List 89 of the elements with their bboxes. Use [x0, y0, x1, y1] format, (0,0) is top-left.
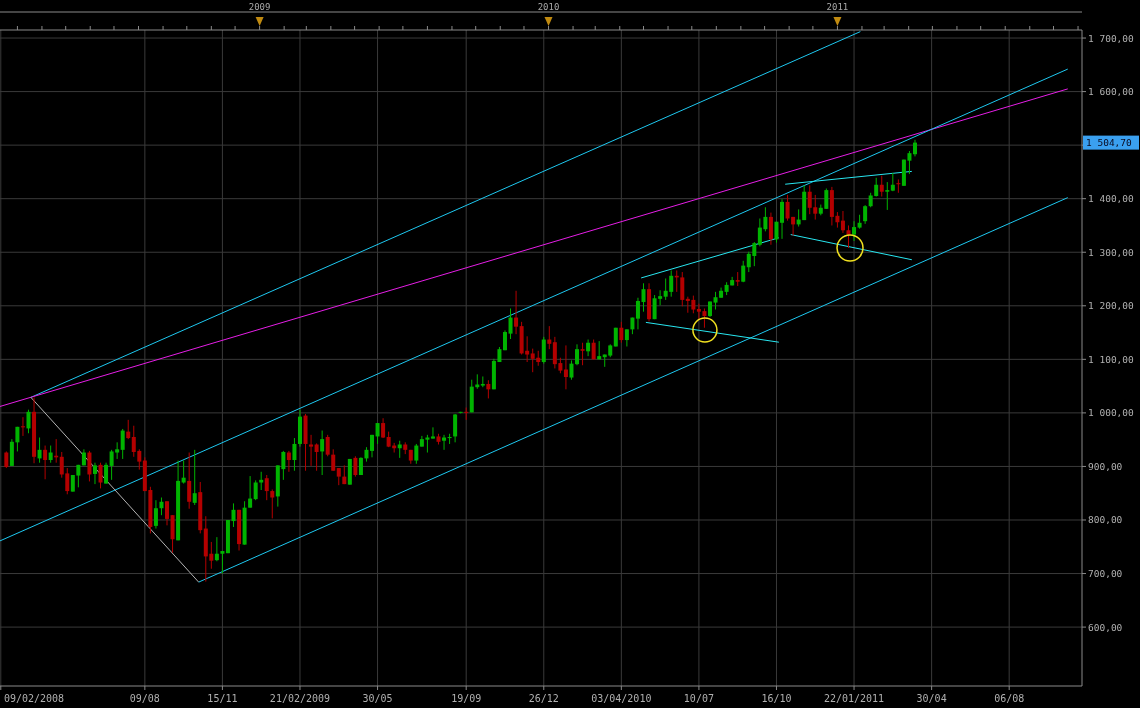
candlestick	[508, 307, 513, 340]
candlestick	[641, 282, 646, 313]
candlestick	[314, 442, 319, 472]
candlestick	[547, 325, 552, 350]
candlestick	[126, 419, 131, 440]
candlestick	[331, 448, 336, 472]
candlestick	[486, 379, 491, 399]
candlestick	[153, 499, 158, 530]
candlestick	[248, 475, 253, 509]
candlestick	[430, 426, 435, 440]
candlestick	[442, 434, 447, 451]
x-tick-label: 21/02/2009	[269, 693, 331, 704]
y-tick-label: 600,00	[1088, 621, 1123, 633]
candlestick	[514, 290, 519, 335]
candlestick	[259, 471, 264, 491]
x-tick-label: 03/04/2010	[591, 693, 652, 704]
candlestick	[840, 210, 845, 234]
candlestick	[541, 336, 546, 365]
y-tick-label: 1 400,00	[1088, 193, 1135, 205]
candlestick	[325, 434, 330, 457]
x-tick-label: 30/05	[362, 693, 393, 704]
y-tick-label: 1 200,00	[1088, 300, 1135, 312]
candlestick	[87, 450, 92, 482]
x-tick-label: 30/04	[916, 693, 947, 704]
x2-tick-label: 2009	[248, 2, 271, 12]
candlestick	[26, 409, 31, 434]
candlestick	[286, 450, 291, 473]
y-tick-label: 1 000,00	[1088, 407, 1135, 419]
candlestick	[309, 434, 314, 467]
candlestick	[43, 445, 48, 480]
y-tick-label: 700,00	[1088, 568, 1123, 580]
candlestick	[270, 488, 275, 519]
y-tick-label: 800,00	[1088, 514, 1123, 526]
candlestick	[15, 426, 20, 452]
candlestick	[852, 220, 857, 242]
candlestick	[464, 407, 469, 421]
candlestick	[220, 550, 225, 575]
candlestick	[780, 198, 785, 240]
candlestick	[569, 359, 574, 381]
x2-tick-label: 2010	[537, 2, 560, 12]
candlestick	[353, 455, 358, 478]
x-tick-label: 09/08	[129, 693, 160, 704]
candlestick	[214, 536, 219, 562]
candlestick	[896, 178, 901, 194]
candlestick	[879, 175, 884, 198]
y-tick-label: 1 100,00	[1088, 353, 1135, 365]
y-tick-label: 1 300,00	[1088, 246, 1135, 258]
candlestick	[181, 460, 186, 485]
candlestick	[575, 343, 580, 366]
candlestick	[20, 416, 25, 437]
candlestick	[187, 452, 192, 510]
candlestick	[375, 422, 380, 445]
candlestick	[264, 474, 269, 501]
candlestick	[846, 224, 851, 249]
x-tick-label: 26/12	[528, 693, 559, 704]
candlestick	[768, 212, 773, 246]
candlestick	[863, 204, 868, 225]
x-tick-label: 10/07	[683, 693, 714, 704]
text: 1 504,70	[1086, 137, 1133, 149]
candlestick	[563, 344, 568, 390]
x-tick-label: 22/01/2011	[823, 693, 885, 704]
y-tick-label: 1 700,00	[1088, 32, 1135, 44]
x-tick-label: 19/09	[451, 693, 482, 704]
candlestick	[580, 342, 585, 366]
candlestick	[680, 271, 685, 307]
x-tick-label: 15/11	[207, 693, 238, 704]
candlestick	[453, 413, 458, 443]
x-tick-label: 06/08	[994, 693, 1025, 704]
candlestick	[635, 297, 640, 330]
candlestick	[120, 428, 125, 460]
candlestick	[447, 433, 452, 445]
x2-tick-label: 2011	[826, 2, 849, 12]
x-tick-label: 09/02/2008	[3, 693, 65, 704]
candlestick	[37, 437, 42, 464]
candlestick	[619, 321, 624, 344]
candlestick	[165, 500, 170, 526]
y-tick-label: 1 600,00	[1088, 86, 1135, 98]
candlestick	[192, 449, 197, 506]
candlestick	[885, 181, 890, 211]
x-tick-label: 16/10	[761, 693, 792, 704]
candlestick	[292, 437, 297, 472]
candlestick	[414, 443, 419, 465]
candlestick	[104, 462, 109, 485]
candlestick	[320, 430, 325, 476]
candlestick	[586, 339, 591, 357]
candlestick	[92, 462, 97, 485]
candlestick	[98, 462, 103, 489]
y-tick-label: 900,00	[1088, 460, 1123, 472]
candlestick	[253, 479, 258, 501]
